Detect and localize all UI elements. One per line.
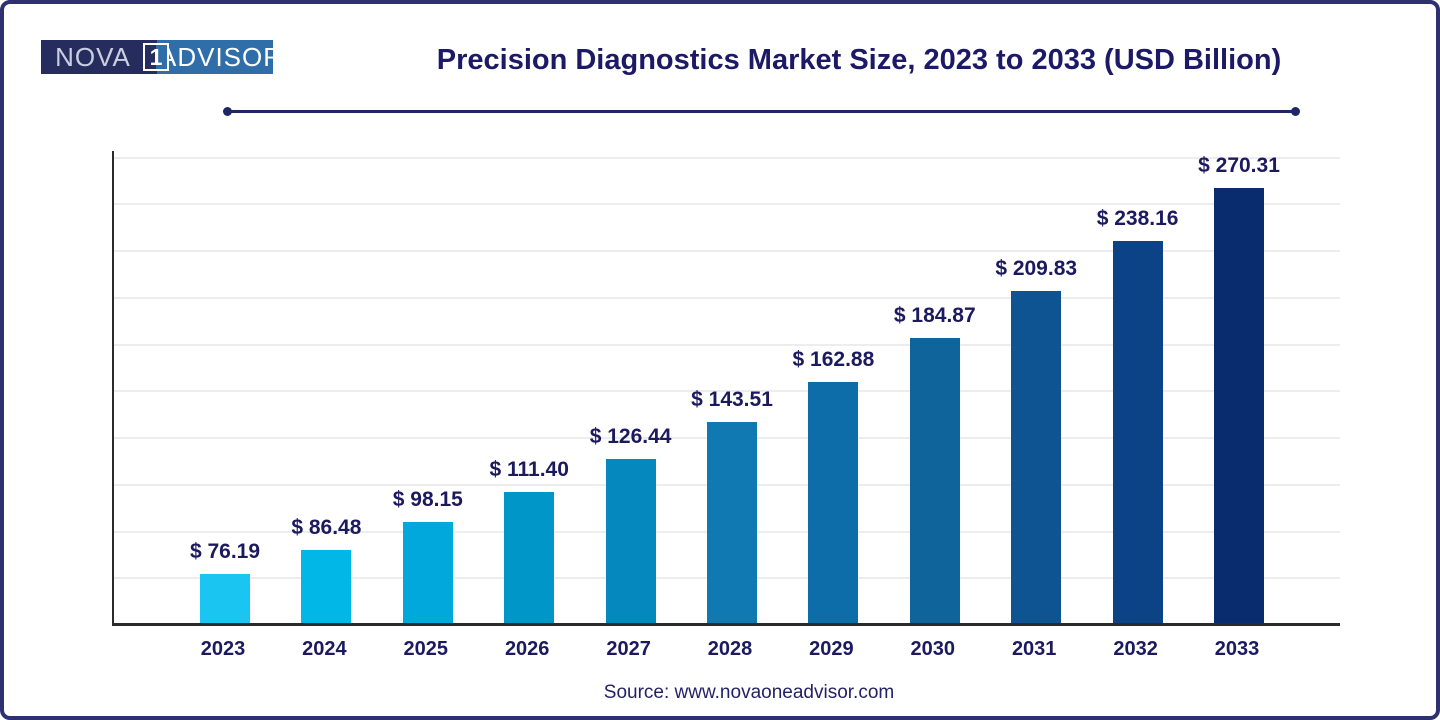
x-axis-label-2030: 2030 — [910, 638, 956, 660]
gridline — [114, 390, 1340, 393]
bar-value-label-2033: $ 270.31 — [1198, 154, 1280, 177]
nova-one-advisor-logo: NOVA ADVISOR 1 — [41, 40, 282, 74]
gridline — [114, 296, 1340, 299]
bar-value-label-2032: $ 238.16 — [1096, 207, 1179, 230]
bar-2028 — [707, 422, 757, 623]
underline-dot-left — [223, 107, 232, 116]
bar-2027 — [605, 459, 656, 623]
bar-2031 — [1011, 291, 1062, 623]
gridline — [114, 343, 1340, 346]
bar-value-label-2027: $ 126.44 — [589, 425, 672, 448]
title-underline — [223, 107, 1300, 116]
underline-dot-right — [1291, 107, 1300, 116]
bar-2026 — [504, 492, 555, 623]
bar-2024 — [301, 550, 352, 623]
x-axis-label-2025: 2025 — [403, 638, 449, 660]
x-axis-label-2032: 2032 — [1113, 638, 1158, 660]
x-axis-label-2029: 2029 — [809, 638, 854, 660]
x-axis-label-2024: 2024 — [302, 638, 347, 660]
bar-value-label-2031: $ 209.83 — [995, 257, 1078, 280]
bar-value-label-2024: $ 86.48 — [291, 516, 362, 539]
x-axis-label-2033: 2033 — [1214, 638, 1260, 660]
bar-value-label-2026: $ 111.40 — [489, 458, 569, 481]
x-axis-label-2026: 2026 — [504, 638, 550, 660]
bar-2032 — [1112, 241, 1163, 623]
x-axis-labels: 2023 2024 2025 2026 2027 2028 2029 2030 2031 2032… — [4, 638, 1436, 668]
bar-value-label-2023: $ 76.19 — [189, 540, 261, 563]
logo-one-badge: 1 — [143, 43, 169, 71]
bar-chart-plot-area: $ 76.19 $ 86.48 $ 98.15 $ 111.40 $ 126.44 $ 1… — [112, 151, 1340, 626]
bar-2023 — [200, 574, 250, 623]
chart-title: Precision Diagnostics Market Size, 2023 … — [436, 44, 1282, 76]
bar-value-label-2028: $ 143.51 — [691, 388, 773, 411]
source-text: Source: www.novaoneadvisor.com — [603, 682, 895, 703]
gridline — [114, 156, 1340, 159]
bar-2025 — [402, 522, 453, 623]
bar-value-label-2029: $ 162.88 — [792, 348, 875, 371]
x-axis-label-2023: 2023 — [200, 638, 246, 660]
bar-2033 — [1214, 188, 1264, 623]
bar-value-label-2025: $ 98.15 — [392, 488, 463, 511]
gridline — [114, 203, 1340, 206]
logo-nova-segment: NOVA — [41, 40, 157, 74]
bar-2030 — [909, 338, 960, 623]
bar-2029 — [808, 382, 859, 623]
gridline — [114, 250, 1340, 253]
logo-advisor-segment: ADVISOR — [157, 40, 282, 74]
x-axis-label-2028: 2028 — [707, 638, 753, 660]
x-axis-label-2031: 2031 — [1011, 638, 1057, 660]
x-axis-label-2027: 2027 — [606, 638, 651, 660]
bar-value-label-2030: $ 184.87 — [893, 304, 976, 327]
